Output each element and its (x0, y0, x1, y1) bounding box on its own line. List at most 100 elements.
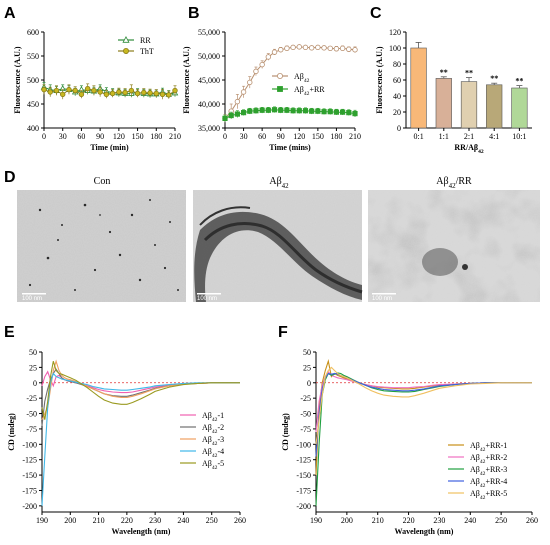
y-tick-label: -175 (22, 486, 37, 495)
legend: Aβ42+RR-1Aβ42+RR-2Aβ42+RR-3Aβ42+RR-4Aβ42… (448, 441, 507, 501)
y-tick-label: 80 (393, 60, 401, 69)
data-point (228, 112, 234, 119)
x-tick-label: 230 (433, 516, 445, 525)
data-point (134, 90, 141, 97)
data-point (66, 86, 72, 93)
legend-label: Aβ42-2 (202, 423, 224, 435)
data-point (247, 79, 253, 86)
bar (486, 84, 503, 129)
y-axis-label: Fluorescence (A.U.) (13, 46, 22, 114)
chart-c: 0 20 40 60 80 100 120 C Fluorescence (A.U.) 0:1 **… (370, 5, 532, 155)
data-point (97, 89, 103, 95)
x-tick-label: 220 (403, 516, 415, 525)
data-point (308, 45, 315, 51)
legend-label: Aβ42+RR-4 (470, 477, 507, 489)
series-1 (222, 44, 358, 123)
y-tick-label: 400 (27, 124, 39, 133)
bar (460, 81, 478, 129)
data-point (103, 91, 110, 98)
data-point (234, 111, 240, 117)
y-tick-label: 0 (307, 379, 311, 388)
x-tick-label: 240 (177, 516, 189, 525)
legend-label: ThT (140, 47, 154, 56)
y-tick-label: 50 (29, 348, 37, 357)
x-tick-label: 1:1 (439, 132, 449, 141)
x-tick-label: 2:1 (464, 132, 474, 141)
micrograph-title-abeta: Aβ42 (269, 176, 289, 190)
y-tick-label: -150 (296, 471, 311, 480)
bar (511, 87, 528, 129)
panel-letter-b: B (188, 5, 200, 22)
x-axis-label: RR/Aβ42 (454, 143, 484, 155)
legend-item-1: Aβ42+RR-1 (448, 441, 507, 453)
data-point (352, 47, 358, 53)
panel-letter-d: D (4, 169, 16, 186)
legend-label: Aβ42 (294, 72, 310, 84)
series-4 (41, 372, 240, 506)
legend-label: Aβ42-1 (202, 411, 224, 423)
data-point (352, 111, 358, 117)
y-tick-label: -100 (22, 440, 37, 449)
y-tick-label: 60 (393, 76, 401, 85)
data-point (327, 45, 333, 52)
y-tick-label: 100 (389, 44, 401, 53)
y-tick-label: 0 (33, 379, 37, 388)
y-tick-label: 35,000 (198, 124, 220, 133)
data-point (315, 44, 321, 51)
data-point (222, 115, 228, 121)
data-point (172, 87, 178, 94)
y-axis-label: CD (mdeg) (281, 413, 290, 451)
micrograph-title-abeta-rr: Aβ42/RR (436, 176, 472, 190)
x-tick-label: 120 (113, 132, 125, 141)
y-axis-label: CD (mdeg) (7, 413, 16, 451)
data-point (271, 107, 278, 113)
y-tick-label: -125 (296, 456, 311, 465)
data-point (116, 89, 122, 95)
legend-label: Aβ42-3 (202, 435, 224, 447)
legend-item-2: Aβ42-2 (180, 423, 224, 435)
data-point (259, 61, 265, 68)
data-point (284, 107, 290, 113)
x-axis-label: Time (mins) (269, 143, 311, 152)
data-point (123, 48, 130, 55)
x-tick-label: 0:1 (413, 132, 423, 141)
data-point (72, 87, 78, 94)
legend-item-4: Aβ42+RR-4 (448, 477, 507, 489)
chart-b: 35,000 40,000 45,000 50,000 55,000 B Fluoresce… (182, 5, 361, 152)
data-point (265, 107, 271, 113)
y-tick-label: -100 (296, 440, 311, 449)
significance-label: ** (440, 68, 448, 77)
x-tick-label: 4:1 (489, 132, 499, 141)
data-point (333, 46, 340, 52)
y-tick-label: -150 (22, 471, 37, 480)
data-point (53, 87, 60, 94)
data-point (41, 86, 47, 93)
series-2 (41, 83, 178, 100)
data-point (278, 107, 284, 113)
data-point (276, 73, 283, 80)
data-point (333, 109, 340, 115)
legend-item-2: Aβ42+RR-2 (448, 453, 507, 465)
axis-lines (41, 352, 240, 513)
data-point (159, 91, 166, 98)
y-tick-label: 450 (27, 100, 39, 109)
x-axis-label: Time (min) (90, 143, 129, 152)
chart-f: -200 -175 -150 -125 -100 -75 -50 -25 0 25 50 F CD (m… (278, 324, 538, 536)
y-tick-label: 25 (29, 363, 37, 372)
data-point (122, 89, 128, 96)
data-point (284, 45, 290, 52)
y-tick-label: -200 (296, 502, 311, 511)
data-point (321, 109, 327, 115)
legend-item-1: Aβ42-1 (180, 411, 224, 423)
series-4 (315, 372, 532, 457)
panel-letter-c: C (370, 5, 382, 22)
data-point (290, 44, 296, 51)
series-3 (41, 359, 240, 420)
scalebar-label-con: 100 nm (22, 296, 42, 302)
data-point (240, 110, 247, 116)
data-point (253, 108, 259, 114)
y-tick-label: -200 (22, 502, 37, 511)
bar (435, 78, 452, 129)
y-tick-label: 20 (393, 108, 401, 117)
